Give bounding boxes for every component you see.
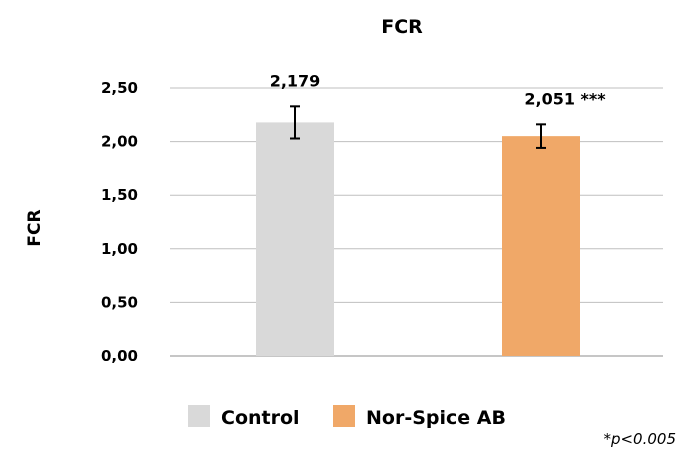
bar-control <box>256 122 334 357</box>
y-axis-label: FCR <box>25 209 45 246</box>
significance-footnote: *p<0.005 <box>603 430 676 448</box>
legend: Control Nor-Spice AB <box>188 405 506 429</box>
y-tick-label: 1,00 <box>101 240 138 258</box>
legend-label: Control <box>221 407 300 429</box>
chart-title: FCR <box>381 16 423 38</box>
data-label: 2,051 *** <box>524 89 606 108</box>
y-tick-label: 0,00 <box>101 347 138 365</box>
y-tick-label: 1,50 <box>101 186 138 204</box>
error-bars <box>290 105 546 149</box>
data-labels: 2,179 2,051 *** <box>270 71 607 108</box>
legend-label: Nor-Spice AB <box>366 407 506 429</box>
gridlines <box>170 87 663 357</box>
bars <box>256 122 580 357</box>
y-tick-labels: 0,00 0,50 1,00 1,50 2,00 2,50 <box>101 79 138 365</box>
y-tick-label: 0,50 <box>101 293 138 311</box>
y-tick-label: 2,00 <box>101 133 138 151</box>
legend-swatch <box>188 405 210 427</box>
legend-swatch <box>333 405 355 427</box>
y-tick-label: 2,50 <box>101 79 138 97</box>
data-label: 2,179 <box>270 71 321 90</box>
bar-nor-spice-ab <box>502 136 580 356</box>
